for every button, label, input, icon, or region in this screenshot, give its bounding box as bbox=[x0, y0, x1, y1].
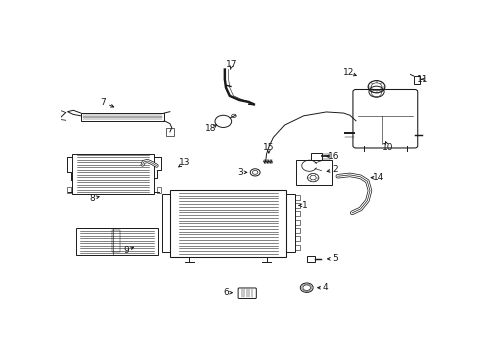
Text: 11: 11 bbox=[416, 75, 427, 84]
Bar bbox=[295, 245, 299, 250]
Text: 3: 3 bbox=[237, 168, 243, 177]
Bar bbox=[295, 228, 299, 233]
Bar bbox=[295, 203, 299, 208]
Bar bbox=[112, 230, 120, 252]
Bar bbox=[157, 187, 161, 193]
Bar bbox=[295, 195, 299, 200]
Text: 13: 13 bbox=[178, 158, 190, 167]
Bar bbox=[285, 194, 295, 252]
Text: 12: 12 bbox=[342, 68, 353, 77]
Text: 2: 2 bbox=[332, 165, 338, 174]
Bar bbox=[296, 159, 331, 185]
Bar bbox=[306, 256, 314, 262]
Text: 4: 4 bbox=[322, 283, 328, 292]
Text: 17: 17 bbox=[225, 60, 237, 69]
Bar bbox=[413, 76, 420, 84]
Text: 14: 14 bbox=[372, 173, 384, 182]
Bar bbox=[170, 190, 285, 257]
Bar bbox=[166, 128, 174, 136]
Text: 6: 6 bbox=[223, 288, 228, 297]
Text: 8: 8 bbox=[89, 194, 95, 203]
Text: 16: 16 bbox=[327, 152, 338, 161]
Bar bbox=[76, 228, 158, 255]
Text: 10: 10 bbox=[381, 143, 393, 152]
Bar bbox=[162, 194, 170, 252]
Text: 5: 5 bbox=[331, 255, 337, 264]
Bar bbox=[295, 220, 299, 225]
Bar bbox=[72, 154, 154, 194]
Bar bbox=[295, 237, 299, 242]
Text: 18: 18 bbox=[205, 124, 217, 133]
Bar bbox=[81, 113, 164, 121]
Bar bbox=[311, 153, 321, 159]
Text: 9: 9 bbox=[123, 246, 129, 255]
Text: 15: 15 bbox=[263, 143, 274, 152]
Bar bbox=[295, 211, 299, 216]
Bar bbox=[67, 187, 70, 193]
Text: 7: 7 bbox=[101, 98, 106, 107]
Text: 1: 1 bbox=[301, 201, 307, 210]
